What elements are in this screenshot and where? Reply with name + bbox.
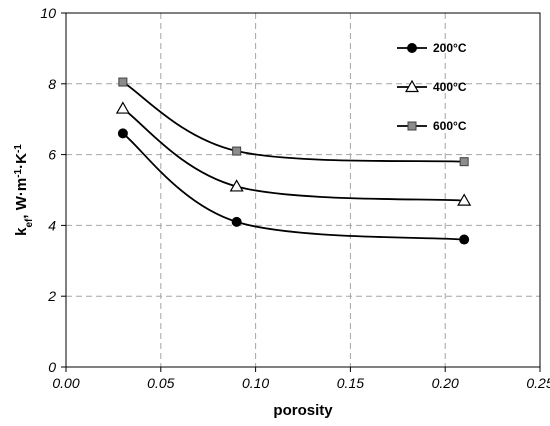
x-tick-label: 0.10 (242, 375, 269, 391)
y-axis: 0 2 4 6 8 10 (40, 5, 66, 375)
x-tick-label: 0.00 (52, 375, 79, 391)
legend-label: 400°C (433, 80, 467, 94)
data-point (232, 146, 242, 156)
legend-marker (407, 43, 417, 53)
y-axis-title-sup1: -1 (13, 168, 24, 177)
x-axis-title: porosity (273, 402, 333, 419)
series-2 (115, 101, 472, 206)
legend-item: 600°C (397, 119, 467, 133)
x-tick-label: 0.25 (526, 375, 550, 391)
data-point (457, 193, 472, 206)
legend-label: 600°C (433, 119, 467, 133)
y-axis-title-rest: , W·m (13, 178, 30, 219)
y-axis-title-sup2: -1 (13, 144, 24, 153)
x-tick-label: 0.20 (432, 375, 459, 391)
legend-marker (407, 121, 417, 131)
y-tick-label: 2 (47, 288, 56, 304)
legend-label: 200°C (433, 41, 467, 55)
y-tick-label: 8 (48, 76, 56, 92)
legend-item: 200°C (397, 41, 467, 55)
data-point (115, 101, 130, 114)
series-line (122, 132, 465, 241)
y-tick-label: 4 (48, 217, 56, 233)
legend-marker (404, 79, 420, 93)
y-tick-label: 10 (40, 5, 56, 21)
x-axis: 0.00 0.05 0.10 0.15 0.20 0.25 (52, 367, 550, 391)
data-point (459, 234, 470, 245)
data-point (231, 216, 242, 227)
y-tick-label: 0 (48, 359, 56, 375)
data-point (459, 157, 469, 167)
y-axis-title-mid: ·K (13, 153, 30, 169)
x-tick-label: 0.15 (337, 375, 364, 391)
series-1 (117, 128, 470, 245)
legend: 200°C 400°C 600°C (397, 41, 467, 133)
data-point (117, 128, 128, 139)
y-tick-label: 6 (48, 147, 56, 163)
series-line (122, 107, 465, 202)
y-axis-title-main: k (13, 227, 30, 236)
series-3 (118, 77, 469, 167)
data-point (229, 179, 244, 192)
series-line (122, 81, 465, 163)
y-axis-title-sub: ef (24, 218, 35, 228)
series-group (115, 77, 472, 245)
legend-item: 400°C (397, 79, 467, 94)
y-axis-title: kef, W·m-1·K-1 (13, 144, 35, 236)
plot-area (65, 12, 541, 368)
grid (66, 13, 540, 367)
x-tick-label: 0.05 (147, 375, 174, 391)
data-point (118, 77, 128, 87)
